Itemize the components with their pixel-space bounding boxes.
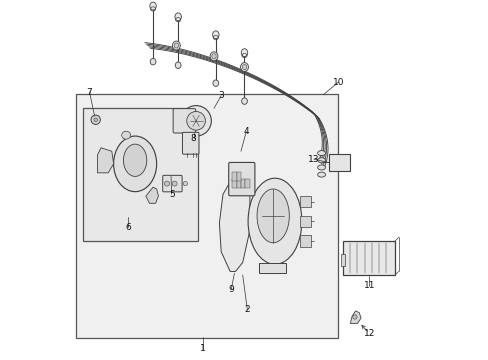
Ellipse shape <box>241 98 247 104</box>
Ellipse shape <box>174 43 178 48</box>
Ellipse shape <box>212 31 219 39</box>
Text: 12: 12 <box>363 329 374 338</box>
Text: 4: 4 <box>243 127 248 136</box>
Ellipse shape <box>175 13 181 21</box>
Bar <box>236 172 241 181</box>
Ellipse shape <box>242 64 246 69</box>
Bar <box>236 179 241 188</box>
Ellipse shape <box>186 112 205 130</box>
Circle shape <box>91 115 100 125</box>
Ellipse shape <box>317 150 325 156</box>
Text: 9: 9 <box>228 285 234 294</box>
Polygon shape <box>145 187 158 203</box>
FancyBboxPatch shape <box>173 109 195 133</box>
Circle shape <box>183 181 187 186</box>
Text: 13: 13 <box>308 155 319 164</box>
Bar <box>300 235 310 247</box>
Text: 1: 1 <box>200 344 206 353</box>
Text: 3: 3 <box>218 91 224 100</box>
Bar <box>241 179 244 188</box>
Ellipse shape <box>123 144 146 176</box>
Ellipse shape <box>247 178 301 264</box>
Polygon shape <box>349 311 360 323</box>
Circle shape <box>172 181 177 186</box>
Circle shape <box>94 118 97 122</box>
Bar <box>328 154 349 171</box>
Text: 10: 10 <box>332 78 344 87</box>
Ellipse shape <box>210 52 218 61</box>
Bar <box>300 216 310 227</box>
Ellipse shape <box>257 189 289 243</box>
FancyBboxPatch shape <box>228 162 254 196</box>
Text: 2: 2 <box>244 305 250 314</box>
Text: 8: 8 <box>190 134 196 143</box>
Ellipse shape <box>317 165 325 170</box>
Bar <box>341 253 344 266</box>
Ellipse shape <box>149 2 156 10</box>
Ellipse shape <box>181 105 211 136</box>
Text: 11: 11 <box>363 281 374 290</box>
Ellipse shape <box>150 58 156 65</box>
Ellipse shape <box>241 49 247 57</box>
Circle shape <box>164 181 169 186</box>
FancyBboxPatch shape <box>182 132 199 154</box>
Ellipse shape <box>212 80 218 86</box>
Ellipse shape <box>122 131 130 139</box>
Bar <box>232 179 236 188</box>
Ellipse shape <box>240 63 248 72</box>
Ellipse shape <box>211 54 216 59</box>
Bar <box>244 179 249 188</box>
Ellipse shape <box>317 158 325 163</box>
Ellipse shape <box>172 41 180 50</box>
Circle shape <box>352 315 356 319</box>
Bar <box>300 196 310 207</box>
Bar <box>76 94 337 338</box>
FancyBboxPatch shape <box>163 175 182 192</box>
Polygon shape <box>97 148 113 173</box>
Text: 5: 5 <box>168 190 174 199</box>
Text: 6: 6 <box>125 223 131 232</box>
Bar <box>83 108 198 241</box>
Ellipse shape <box>317 172 325 177</box>
Text: 7: 7 <box>86 87 92 96</box>
Bar <box>232 172 236 181</box>
Ellipse shape <box>113 136 156 192</box>
Ellipse shape <box>175 62 181 68</box>
Bar <box>343 241 394 275</box>
Polygon shape <box>219 169 249 271</box>
Bar <box>258 263 285 273</box>
